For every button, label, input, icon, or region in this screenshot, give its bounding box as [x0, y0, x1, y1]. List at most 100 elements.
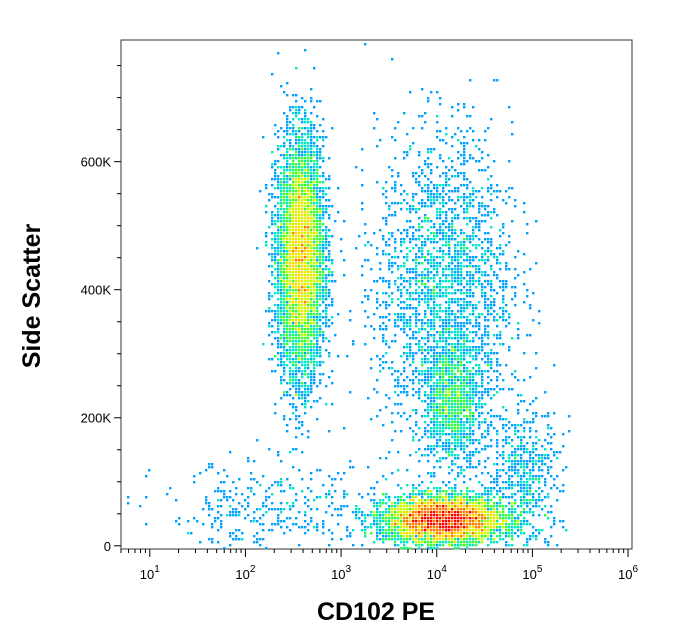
event-dot [427, 505, 430, 508]
event-dot [286, 268, 289, 271]
event-dot [475, 256, 478, 259]
event-dot [370, 268, 373, 271]
event-dot [517, 460, 520, 463]
event-dot [493, 310, 496, 313]
event-dot [409, 454, 412, 457]
event-dot [424, 505, 427, 508]
event-dot [307, 217, 310, 220]
event-dot [556, 499, 559, 502]
event-dot [505, 418, 508, 421]
event-dot [481, 493, 484, 496]
event-dot [499, 517, 502, 520]
event-dot [418, 370, 421, 373]
event-dot [433, 436, 436, 439]
event-dot [364, 514, 367, 517]
event-dot [277, 277, 280, 280]
event-dot [451, 382, 454, 385]
event-dot [298, 394, 301, 397]
event-dot [403, 517, 406, 520]
event-dot [427, 358, 430, 361]
event-dot [313, 244, 316, 247]
event-dot [388, 265, 391, 268]
event-dot [283, 229, 286, 232]
event-dot [316, 151, 319, 154]
event-dot [451, 433, 454, 436]
event-dot [553, 451, 556, 454]
event-dot [415, 343, 418, 346]
event-dot [322, 181, 325, 184]
event-dot [484, 319, 487, 322]
event-dot [397, 277, 400, 280]
event-dot [445, 427, 448, 430]
event-dot [430, 526, 433, 529]
event-dot [430, 427, 433, 430]
event-dot [439, 304, 442, 307]
event-dot [496, 196, 499, 199]
event-dot [307, 487, 310, 490]
event-dot [451, 499, 454, 502]
event-dot [466, 304, 469, 307]
event-dot [532, 445, 535, 448]
event-dot [412, 277, 415, 280]
event-dot [445, 241, 448, 244]
event-dot [376, 145, 379, 148]
event-dot [409, 238, 412, 241]
event-dot [544, 454, 547, 457]
event-dot [535, 448, 538, 451]
event-dot [418, 388, 421, 391]
event-dot [286, 286, 289, 289]
event-dot [277, 196, 280, 199]
event-dot [544, 481, 547, 484]
event-dot [280, 316, 283, 319]
event-dot [478, 415, 481, 418]
event-dot [295, 100, 298, 103]
event-dot [286, 166, 289, 169]
event-dot [307, 349, 310, 352]
event-dot [487, 433, 490, 436]
event-dot [481, 346, 484, 349]
event-dot [313, 238, 316, 241]
event-dot [415, 514, 418, 517]
event-dot [421, 115, 424, 118]
event-dot [409, 322, 412, 325]
event-dot [301, 220, 304, 223]
event-dot [523, 511, 526, 514]
event-dot [322, 229, 325, 232]
event-dot [469, 373, 472, 376]
event-dot [388, 529, 391, 532]
event-dot [526, 448, 529, 451]
event-dot [532, 457, 535, 460]
event-dot [328, 274, 331, 277]
event-dot [424, 391, 427, 394]
event-dot [313, 292, 316, 295]
event-dot [463, 421, 466, 424]
event-dot [451, 493, 454, 496]
event-dot [418, 301, 421, 304]
event-dot [499, 331, 502, 334]
event-dot [310, 313, 313, 316]
event-dot [229, 514, 232, 517]
event-dot [445, 421, 448, 424]
event-dot [412, 232, 415, 235]
event-dot [409, 292, 412, 295]
event-dot [301, 175, 304, 178]
event-dot [394, 202, 397, 205]
event-dot [457, 358, 460, 361]
event-dot [448, 265, 451, 268]
event-dot [496, 511, 499, 514]
event-dot [466, 115, 469, 118]
event-dot [469, 457, 472, 460]
event-dot [490, 307, 493, 310]
event-dot [289, 379, 292, 382]
event-dot [481, 292, 484, 295]
event-dot [424, 244, 427, 247]
event-dot [481, 433, 484, 436]
event-dot [286, 139, 289, 142]
event-dot [421, 199, 424, 202]
event-dot [523, 490, 526, 493]
event-dot [490, 313, 493, 316]
event-dot [277, 514, 280, 517]
event-dot [286, 256, 289, 259]
event-dot [313, 265, 316, 268]
event-dot [379, 523, 382, 526]
